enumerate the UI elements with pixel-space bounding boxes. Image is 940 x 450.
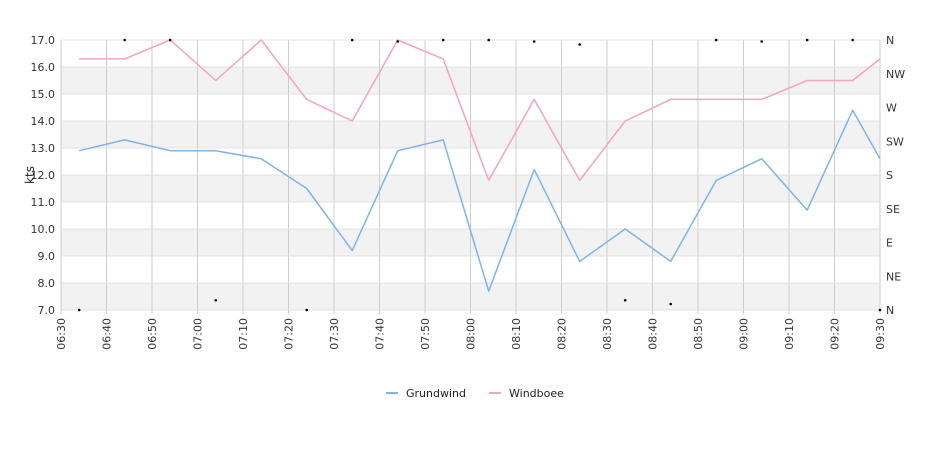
right-axis-tick-label: N	[886, 34, 894, 47]
x-tick-label: 07:40	[374, 318, 387, 350]
x-tick-label: 07:30	[328, 318, 341, 350]
direction-point	[214, 298, 217, 302]
x-tick-label: 09:10	[783, 318, 796, 350]
right-axis-tick-label: NE	[886, 270, 901, 283]
x-tick-label: 08:50	[692, 318, 705, 350]
y-tick-label: 16.0	[31, 61, 56, 74]
direction-point	[714, 38, 718, 42]
right-axis-tick-label: S	[886, 169, 893, 182]
direction-point	[760, 40, 763, 43]
legend-label-windboee: Windboee	[509, 387, 564, 400]
direction-point	[878, 308, 882, 312]
y-tick-label: 11.0	[31, 196, 56, 209]
x-tick-label: 08:10	[510, 318, 523, 350]
direction-point	[123, 38, 126, 42]
y-tick-label: 15.0	[31, 88, 56, 101]
right-axis-tick-label: E	[886, 237, 893, 250]
y-tick-label: 12.0	[31, 169, 56, 182]
right-axis-tick-label: SE	[886, 203, 900, 216]
x-tick-label: 08:30	[601, 318, 614, 350]
right-axis-ticks: N NE E SE S SW W NW N	[886, 34, 905, 317]
x-tick-label: 06:40	[101, 318, 114, 350]
legend-label-grundwind: Grundwind	[406, 387, 466, 400]
y-axis-label: kts	[23, 166, 37, 184]
direction-point	[487, 38, 491, 42]
legend: Grundwind Windboee	[386, 387, 564, 400]
y-tick-label: 7.0	[38, 304, 56, 317]
direction-point	[669, 302, 672, 306]
y-tick-label: 13.0	[31, 142, 56, 155]
direction-point	[623, 298, 627, 302]
x-tick-label: 06:30	[55, 318, 68, 350]
x-tick-label: 07:50	[419, 318, 432, 350]
right-axis-tick-label: N	[886, 304, 894, 317]
y-tick-label: 14.0	[31, 115, 56, 128]
y-axis-ticks: 7.0 8.0 9.0 10.0 11.0 12.0 13.0 14.0 15.0 16.0 17.…	[31, 34, 56, 317]
direction-point	[305, 308, 309, 312]
x-tick-label: 09:30	[874, 318, 887, 350]
direction-point	[578, 43, 581, 46]
direction-point	[441, 38, 445, 42]
direction-point	[805, 38, 809, 42]
y-tick-label: 8.0	[38, 277, 56, 290]
direction-point	[532, 40, 536, 43]
x-axis-ticks: 06:30 06:40 06:50 07:00 07:10 07:20 07:30 07:40…	[55, 310, 887, 350]
series-line-grundwind	[79, 109, 881, 292]
right-axis-tick-label: W	[886, 102, 897, 115]
x-tick-label: 07:00	[192, 318, 205, 350]
direction-point	[77, 308, 81, 312]
x-tick-label: 08:40	[647, 318, 660, 350]
direction-point	[396, 40, 400, 43]
right-axis-tick-label: SW	[886, 135, 904, 148]
direction-point	[851, 38, 854, 42]
y-tick-label: 17.0	[31, 34, 56, 47]
direction-point	[168, 38, 172, 42]
x-tick-label: 08:20	[556, 318, 569, 350]
x-tick-label: 07:20	[283, 318, 296, 350]
y-tick-label: 10.0	[31, 223, 56, 236]
x-tick-label: 09:20	[829, 318, 842, 350]
x-tick-label: 08:00	[465, 318, 478, 350]
y-tick-label: 9.0	[38, 250, 56, 263]
series-line-windboee	[79, 39, 881, 182]
direction-point	[350, 38, 354, 42]
x-tick-label: 07:10	[237, 318, 250, 350]
x-tick-label: 09:00	[738, 318, 751, 350]
direction-points	[77, 38, 882, 312]
x-tick-label: 06:50	[146, 318, 159, 350]
series-lines	[79, 39, 881, 292]
right-axis-tick-label: NW	[886, 68, 905, 81]
